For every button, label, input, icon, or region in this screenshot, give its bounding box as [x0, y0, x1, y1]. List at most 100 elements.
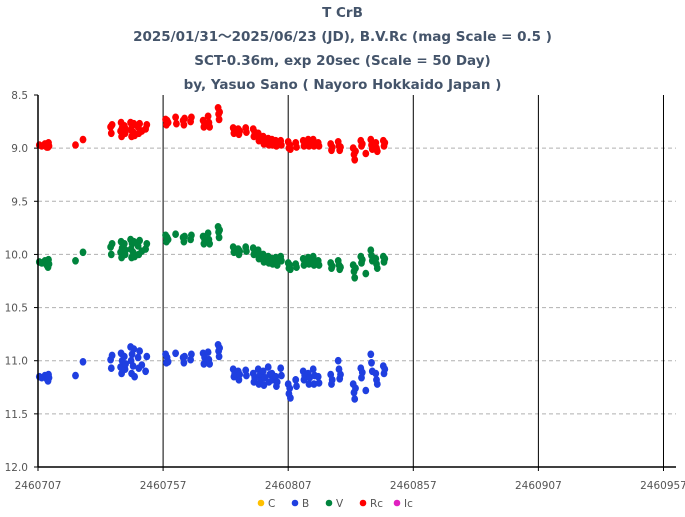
- data-point-v: [188, 231, 195, 240]
- data-point-b: [206, 360, 214, 368]
- x-tick-label: 2460807: [265, 480, 312, 492]
- data-point-v: [120, 240, 128, 248]
- data-point-rc: [215, 115, 223, 124]
- y-tick-label: 11.5: [5, 409, 28, 421]
- data-point-v: [79, 248, 87, 257]
- data-point-b: [181, 352, 189, 361]
- data-point-rc: [143, 121, 151, 129]
- data-point-b: [180, 359, 188, 367]
- data-point-b: [243, 371, 250, 380]
- data-point-b: [277, 364, 285, 373]
- legend-label-c: C: [268, 498, 275, 510]
- data-point-b: [130, 345, 138, 353]
- data-point-b: [292, 376, 300, 384]
- data-point-rc: [287, 145, 294, 153]
- data-point-rc: [72, 141, 79, 149]
- data-point-v: [362, 269, 370, 278]
- data-point-rc: [216, 108, 224, 116]
- data-point-rc: [206, 123, 214, 131]
- y-tick-label: 9.0: [11, 143, 28, 155]
- y-tick-label: 10.0: [5, 249, 28, 261]
- chart-subtitle-equipment: SCT-0.36m, exp 20sec (Scale = 50 Day): [194, 53, 491, 69]
- x-tick-label: 2460857: [390, 480, 437, 492]
- legend-label-ic: Ic: [404, 498, 413, 510]
- data-point-rc: [181, 114, 189, 123]
- data-points-layer: [35, 104, 389, 403]
- axes-layer: 8.5 9.0 9.5 10.0 10.5 11.0 11.5 12.0 2460707 2460…: [5, 90, 685, 492]
- legend: C B V Rc Ic: [257, 498, 413, 510]
- data-point-b: [367, 350, 375, 359]
- data-point-b: [278, 371, 285, 380]
- data-point-rc: [351, 156, 359, 164]
- chart-title-block: T CrB 2025/01/31～2025/06/23 (JD), B.V.Rc…: [0, 0, 685, 97]
- y-tick-label: 12.0: [5, 462, 28, 474]
- data-point-rc: [358, 140, 366, 148]
- data-point-v: [315, 261, 323, 269]
- data-point-b: [164, 358, 172, 366]
- data-point-v: [107, 250, 115, 259]
- data-point-b: [45, 373, 53, 382]
- legend-label-b: B: [302, 498, 309, 510]
- data-point-rc: [337, 143, 344, 151]
- data-point-v: [352, 264, 359, 273]
- data-point-b: [305, 380, 313, 388]
- legend-marker-v: [325, 499, 333, 507]
- data-point-b: [107, 364, 115, 373]
- data-point-b: [351, 395, 359, 403]
- data-point-rc: [373, 147, 381, 156]
- data-point-v: [206, 240, 214, 248]
- y-tick-label: 8.5: [11, 90, 28, 102]
- data-point-rc: [180, 121, 188, 129]
- data-point-b: [143, 352, 151, 361]
- data-point-b: [381, 365, 389, 374]
- data-point-rc: [173, 119, 180, 128]
- data-point-b: [260, 381, 268, 390]
- data-point-v: [45, 260, 53, 268]
- data-point-b: [259, 367, 267, 376]
- data-point-rc: [236, 127, 244, 135]
- data-point-b: [372, 369, 380, 378]
- data-point-v: [293, 263, 300, 272]
- data-point-b: [358, 368, 366, 377]
- data-point-rc: [204, 112, 212, 121]
- data-point-v: [328, 262, 336, 270]
- data-point-b: [79, 358, 87, 366]
- data-point-v: [381, 254, 389, 263]
- data-point-b: [373, 380, 381, 388]
- data-point-v: [337, 263, 344, 272]
- data-point-b: [287, 394, 294, 402]
- legend-marker-ic: [393, 499, 401, 507]
- data-point-v: [164, 235, 172, 244]
- data-point-b: [352, 384, 359, 393]
- data-point-rc: [45, 142, 53, 150]
- data-point-v: [72, 257, 79, 265]
- data-point-b: [314, 372, 322, 381]
- data-point-v: [373, 264, 381, 273]
- data-point-b: [368, 359, 375, 367]
- x-tick-label: 2460957: [640, 480, 685, 492]
- data-point-b: [315, 379, 323, 387]
- data-point-b: [188, 350, 195, 359]
- legend-marker-b: [291, 499, 299, 507]
- data-point-rc: [122, 125, 129, 133]
- data-point-v: [358, 255, 366, 264]
- chart-subtitle-dates: 2025/01/31～2025/06/23 (JD), B.V.Rc (mag …: [133, 29, 552, 45]
- data-point-v: [143, 240, 151, 248]
- data-point-rc: [352, 147, 359, 156]
- data-point-rc: [164, 118, 172, 127]
- grid-layer: [38, 95, 676, 467]
- data-point-v: [243, 247, 250, 255]
- x-tick-label: 2460757: [140, 480, 187, 492]
- data-point-v: [108, 240, 116, 248]
- legend-marker-c: [257, 499, 265, 507]
- data-point-v: [351, 274, 359, 282]
- legend-label-v: V: [336, 498, 344, 510]
- data-point-b: [286, 384, 294, 393]
- data-point-b: [120, 352, 128, 361]
- data-point-rc: [188, 113, 195, 122]
- data-point-b: [236, 370, 244, 379]
- data-point-b: [216, 344, 224, 352]
- data-point-v: [278, 257, 285, 265]
- data-point-b: [138, 361, 146, 369]
